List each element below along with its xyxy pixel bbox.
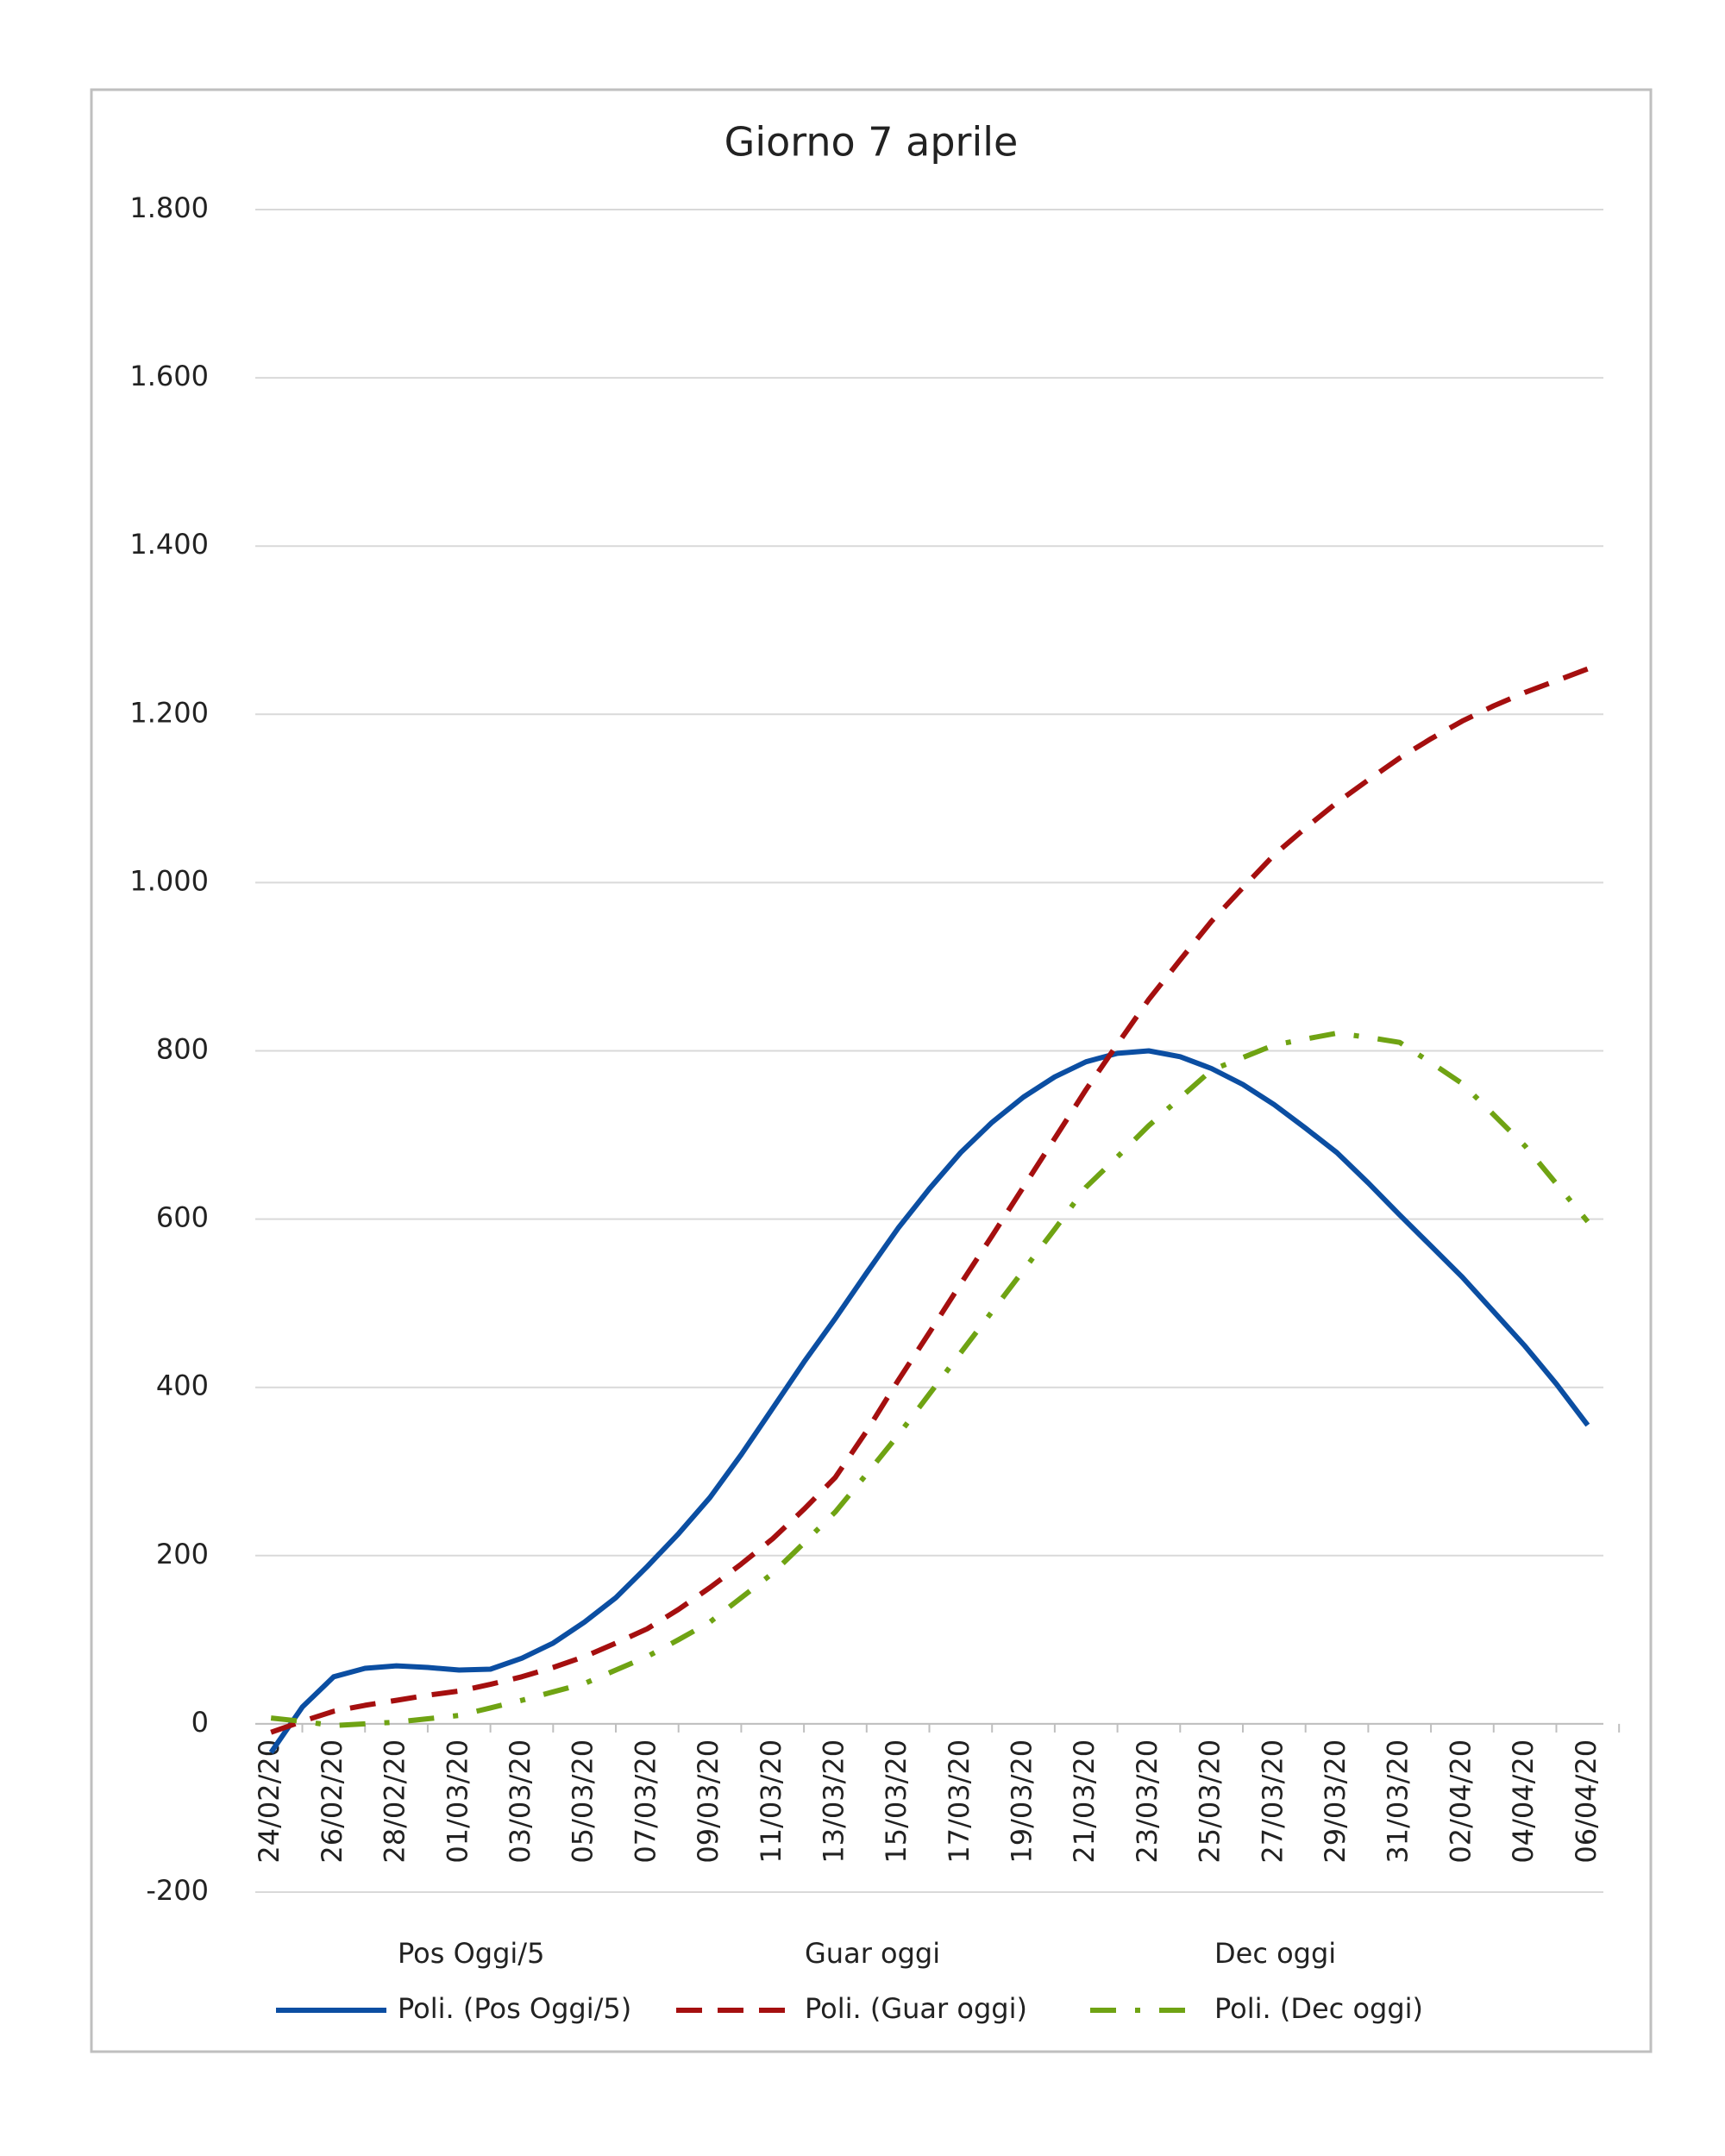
y-tick-label: 1.000 — [129, 864, 209, 897]
y-tick-label: 1.800 — [129, 191, 209, 224]
x-tick-label: 15/03/20 — [880, 1739, 913, 1864]
x-tick-label: 21/03/20 — [1068, 1739, 1101, 1864]
x-tick-label: 07/03/20 — [629, 1739, 662, 1864]
legend-label: Poli. (Guar oggi) — [805, 1992, 1027, 2025]
x-tick-label: 05/03/20 — [567, 1739, 599, 1864]
y-tick-label: 600 — [156, 1201, 209, 1234]
legend-label: Guar oggi — [805, 1937, 940, 1970]
y-tick-label: 1.400 — [129, 528, 209, 561]
series-line — [268, 1048, 1590, 1754]
legend-label: Poli. (Pos Oggi/5) — [398, 1992, 631, 2025]
x-tick-label: 31/03/20 — [1382, 1739, 1414, 1864]
x-tick-label: 29/03/20 — [1319, 1739, 1352, 1864]
legend-label: Pos Oggi/5 — [398, 1937, 544, 1970]
x-tick-label: 01/03/20 — [441, 1739, 474, 1864]
series-line — [270, 666, 1589, 1735]
x-tick-label: 26/02/20 — [316, 1739, 348, 1864]
y-tick-label: 800 — [156, 1033, 209, 1066]
x-tick-label: 17/03/20 — [943, 1739, 975, 1864]
x-tick-label: 23/03/20 — [1131, 1739, 1164, 1864]
x-tick-label: 06/04/20 — [1570, 1739, 1603, 1864]
x-tick-label: 03/03/20 — [504, 1739, 536, 1864]
x-tick-label: 13/03/20 — [817, 1739, 850, 1864]
y-tick-label: 0 — [191, 1706, 209, 1739]
x-tick-label: 02/04/20 — [1444, 1739, 1477, 1864]
y-tick-label: 400 — [156, 1369, 209, 1402]
x-tick-label: 09/03/20 — [692, 1739, 724, 1864]
series-line — [270, 1031, 1590, 1728]
x-tick-label: 24/02/20 — [253, 1739, 285, 1864]
legend-label: Poli. (Dec oggi) — [1214, 1992, 1423, 2025]
y-tick-label: -200 — [146, 1874, 209, 1907]
x-tick-label: 28/02/20 — [379, 1739, 411, 1864]
x-tick-label: 11/03/20 — [755, 1739, 787, 1864]
chart-title: Giorno 7 aprile — [724, 119, 1019, 166]
legend-label: Dec oggi — [1214, 1937, 1336, 1970]
y-tick-label: 1.600 — [129, 360, 209, 392]
x-tick-label: 27/03/20 — [1256, 1739, 1289, 1864]
x-tick-label: 04/04/20 — [1507, 1739, 1540, 1864]
x-tick-label: 25/03/20 — [1194, 1739, 1226, 1864]
x-tick-label: 19/03/20 — [1006, 1739, 1038, 1864]
y-tick-label: 1.200 — [129, 696, 209, 729]
y-tick-label: 200 — [156, 1538, 209, 1570]
